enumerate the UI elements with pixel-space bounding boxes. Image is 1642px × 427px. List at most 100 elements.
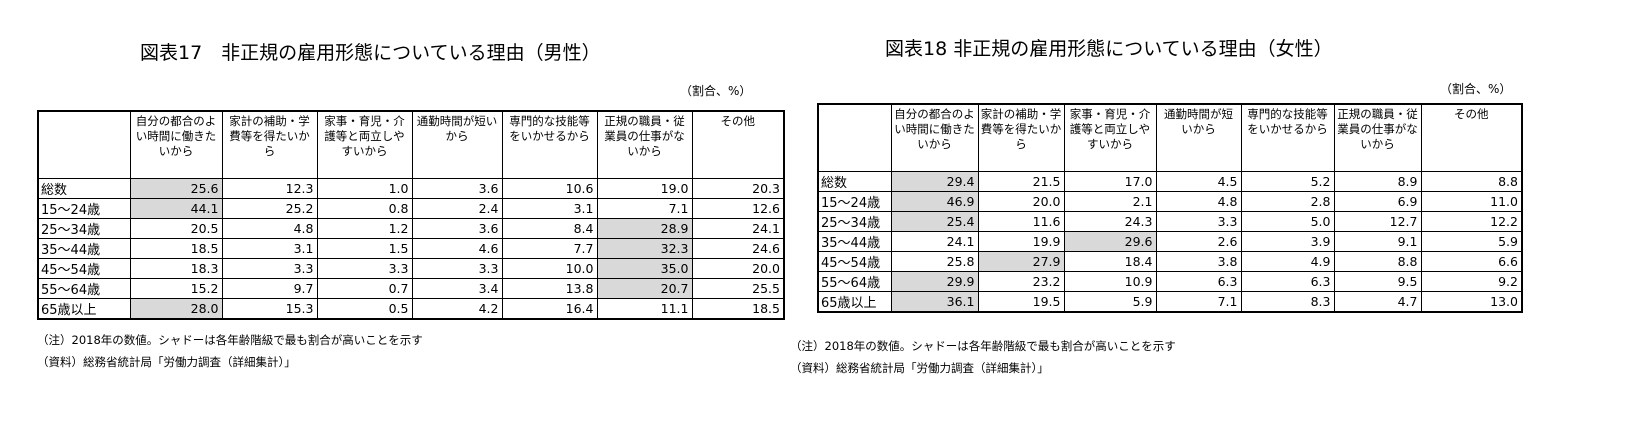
table-cell: 1.0 [316, 178, 413, 199]
column-header: 専門的な技能等をいかせるから [1240, 103, 1335, 172]
row-label: 35～44歳 [37, 238, 131, 259]
table-cell: 4.8 [221, 218, 318, 239]
table-cell: 10.9 [1063, 271, 1157, 292]
table-cell: 19.5 [977, 291, 1065, 313]
table-cell: 2.4 [411, 198, 503, 219]
source-male: （資料）総務省統計局「労働力調査（詳細集計）」 [37, 355, 296, 369]
table-row: 45～54歳 18.3 3.3 3.3 3.3 10.0 35.0 20.0 [37, 258, 785, 279]
table-cell: 46.9 [890, 191, 979, 212]
table-cell: 3.3 [411, 258, 503, 279]
column-header: 正規の職員・従業員の仕事がないから [596, 110, 693, 179]
table-title-male: 図表17 非正規の雇用形態についている理由（男性） [140, 42, 601, 64]
table-cell: 0.8 [316, 198, 413, 219]
table-cell: 7.1 [1155, 291, 1242, 313]
column-header: 家計の補助・学費等を得たいから [977, 103, 1065, 172]
table-cell: 25.6 [129, 178, 223, 199]
table-cell: 6.3 [1155, 271, 1242, 292]
table-cell: 1.2 [316, 218, 413, 239]
table-row: 65歳以上 36.1 19.5 5.9 7.1 8.3 4.7 13.0 [817, 291, 1523, 313]
table-row: 55～64歳 15.2 9.7 0.7 3.4 13.8 20.7 25.5 [37, 278, 785, 299]
table-row: 15～24歳 46.9 20.0 2.1 4.8 2.8 6.9 11.0 [817, 191, 1523, 212]
table-cell: 2.6 [1155, 231, 1242, 252]
table-cell: 16.4 [501, 298, 598, 320]
table-row: 55～64歳 29.9 23.2 10.9 6.3 6.3 9.5 9.2 [817, 271, 1523, 292]
table-cell: 3.3 [1155, 211, 1242, 232]
table-cell: 9.1 [1333, 231, 1422, 252]
table-cell: 35.0 [596, 258, 693, 279]
table-cell: 44.1 [129, 198, 223, 219]
row-label: 65歳以上 [37, 298, 131, 320]
table-cell: 19.0 [596, 178, 693, 199]
table-cell: 11.6 [977, 211, 1065, 232]
table-cell: 20.3 [691, 178, 785, 199]
row-label: 総数 [37, 178, 131, 199]
table-cell: 13.8 [501, 278, 598, 299]
table-cell: 2.8 [1240, 191, 1335, 212]
table-cell: 5.9 [1063, 291, 1157, 313]
column-header: 家計の補助・学費等を得たいから [221, 110, 318, 179]
table-cell: 5.2 [1240, 171, 1335, 192]
table-cell: 9.2 [1420, 271, 1523, 292]
table-row: 45～54歳 25.8 27.9 18.4 3.8 4.9 8.8 6.6 [817, 251, 1523, 272]
header-row: 自分の都合のよい時間に働きたいから 家計の補助・学費等を得たいから 家事・育児・介護… [37, 110, 785, 179]
table-cell: 2.1 [1063, 191, 1157, 212]
table-cell: 15.2 [129, 278, 223, 299]
table-cell: 3.3 [316, 258, 413, 279]
column-header: 家事・育児・介護等と両立しやすいから [316, 110, 413, 179]
table-cell: 3.6 [411, 178, 503, 199]
table-row: 総数 25.6 12.3 1.0 3.6 10.6 19.0 20.3 [37, 178, 785, 199]
column-header: 自分の都合のよい時間に働きたいから [890, 103, 979, 172]
table-cell: 25.4 [890, 211, 979, 232]
table-cell: 3.1 [501, 198, 598, 219]
table-cell: 4.8 [1155, 191, 1242, 212]
data-table-male: 自分の都合のよい時間に働きたいから 家計の補助・学費等を得たいから 家事・育児・介護… [37, 110, 785, 320]
table-cell: 17.0 [1063, 171, 1157, 192]
header-row: 自分の都合のよい時間に働きたいから 家計の補助・学費等を得たいから 家事・育児・介護… [817, 103, 1523, 172]
table-cell: 21.5 [977, 171, 1065, 192]
table-cell: 20.0 [691, 258, 785, 279]
table-cell: 8.3 [1240, 291, 1335, 313]
table-cell: 18.5 [129, 238, 223, 259]
table-cell: 13.0 [1420, 291, 1523, 313]
table-cell: 28.0 [129, 298, 223, 320]
table-cell: 24.1 [890, 231, 979, 252]
row-label: 総数 [817, 171, 892, 192]
table-row: 65歳以上 28.0 15.3 0.5 4.2 16.4 11.1 18.5 [37, 298, 785, 320]
row-label: 65歳以上 [817, 291, 892, 313]
table-cell: 8.9 [1333, 171, 1422, 192]
table-cell: 10.0 [501, 258, 598, 279]
table-cell: 3.1 [221, 238, 318, 259]
table-row: 35～44歳 24.1 19.9 29.6 2.6 3.9 9.1 5.9 [817, 231, 1523, 252]
table-cell: 20.0 [977, 191, 1065, 212]
column-header: その他 [1420, 103, 1523, 172]
table-cell: 18.4 [1063, 251, 1157, 272]
table-cell: 3.8 [1155, 251, 1242, 272]
table-cell: 9.5 [1333, 271, 1422, 292]
column-header [817, 103, 892, 172]
table-row: 25～34歳 20.5 4.8 1.2 3.6 8.4 28.9 24.1 [37, 218, 785, 239]
row-label: 45～54歳 [37, 258, 131, 279]
column-header: 通勤時間が短いから [1155, 103, 1242, 172]
table-cell: 5.0 [1240, 211, 1335, 232]
table-cell: 11.1 [596, 298, 693, 320]
column-header: 家事・育児・介護等と両立しやすいから [1063, 103, 1157, 172]
table-cell: 3.3 [221, 258, 318, 279]
table-cell: 6.3 [1240, 271, 1335, 292]
table-cell: 25.8 [890, 251, 979, 272]
column-header: 正規の職員・従業員の仕事がないから [1333, 103, 1422, 172]
table-cell: 7.7 [501, 238, 598, 259]
table-cell: 20.7 [596, 278, 693, 299]
column-header: 専門的な技能等をいかせるから [501, 110, 598, 179]
column-header: 通勤時間が短いから [411, 110, 503, 179]
table-cell: 29.6 [1063, 231, 1157, 252]
row-label: 25～34歳 [37, 218, 131, 239]
unit-label-male: （割合、%） [680, 84, 752, 98]
table-cell: 12.2 [1420, 211, 1523, 232]
table-cell: 3.9 [1240, 231, 1335, 252]
table-row: 15～24歳 44.1 25.2 0.8 2.4 3.1 7.1 12.6 [37, 198, 785, 219]
row-label: 15～24歳 [37, 198, 131, 219]
table-cell: 15.3 [221, 298, 318, 320]
table-cell: 18.3 [129, 258, 223, 279]
table-cell: 23.2 [977, 271, 1065, 292]
row-label: 45～54歳 [817, 251, 892, 272]
